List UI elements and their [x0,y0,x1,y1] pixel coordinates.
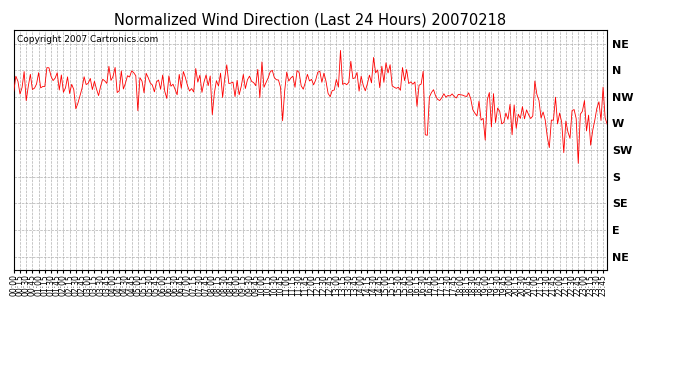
Title: Normalized Wind Direction (Last 24 Hours) 20070218: Normalized Wind Direction (Last 24 Hours… [115,12,506,27]
Text: Copyright 2007 Cartronics.com: Copyright 2007 Cartronics.com [17,35,158,44]
